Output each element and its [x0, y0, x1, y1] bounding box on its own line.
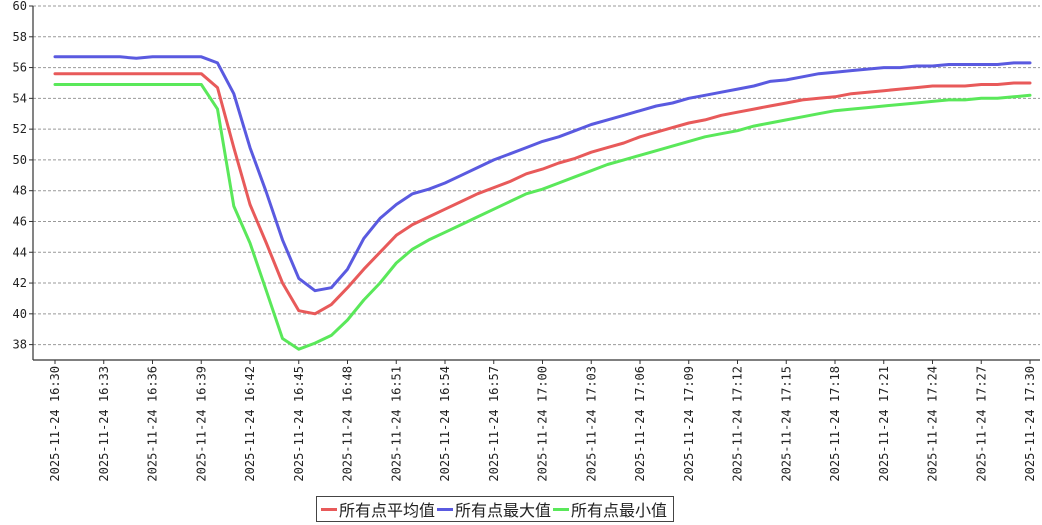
x-tick-label: 2025-11-24 17:06 [633, 366, 647, 482]
axes [29, 5, 1040, 364]
legend-label-average: 所有点平均值 [339, 501, 436, 520]
series-line-0 [53, 72, 1032, 316]
y-tick-label: 56 [13, 61, 27, 75]
legend: 所有点平均值 所有点最大值 所有点最小值 [316, 496, 675, 522]
y-tick-label: 50 [13, 153, 27, 167]
x-tick-label: 2025-11-24 16:57 [487, 366, 501, 482]
x-tick-label: 2025-11-24 17:24 [926, 366, 940, 482]
y-tick-label: 46 [13, 214, 27, 228]
legend-swatch-maximum [437, 507, 454, 511]
x-tick-label: 2025-11-24 17:27 [974, 366, 988, 482]
y-tick-label: 44 [13, 245, 27, 259]
x-tick-label: 2025-11-24 17:00 [536, 366, 550, 482]
y-tick-label: 48 [13, 184, 27, 198]
legend-swatch-minimum [553, 507, 570, 511]
x-tick-label: 2025-11-24 17:21 [877, 366, 891, 482]
x-tick-label: 2025-11-24 17:09 [682, 366, 696, 482]
series-lines [53, 55, 1032, 351]
x-tick-label: 2025-11-24 16:36 [146, 366, 160, 482]
grid-lines [33, 5, 1040, 346]
legend-item-average: 所有点平均值 [321, 497, 435, 521]
x-tick-label: 2025-11-24 16:48 [341, 366, 355, 482]
legend-item-maximum: 所有点最大值 [437, 497, 551, 521]
legend-swatch-average [321, 507, 337, 511]
series-line-2 [53, 83, 1032, 351]
legend-label-minimum: 所有点最小值 [571, 501, 668, 520]
x-tick-label: 2025-11-24 16:54 [438, 366, 452, 482]
y-tick-label: 42 [13, 276, 27, 290]
series-line-1 [53, 55, 1032, 293]
legend-item-minimum: 所有点最小值 [553, 497, 667, 521]
x-tick-label: 2025-11-24 16:30 [48, 366, 62, 482]
x-tick-labels: 2025-11-24 16:30 2025-11-24 16:33 2025-11-… [48, 366, 1037, 482]
x-tick-label: 2025-11-24 17:18 [828, 366, 842, 482]
x-tick-label: 2025-11-24 16:39 [194, 366, 208, 482]
legend-label-maximum: 所有点最大值 [455, 501, 552, 520]
y-tick-label: 38 [13, 338, 27, 352]
y-tick-labels: 38 40 42 44 46 48 50 52 54 56 58 60 [13, 0, 27, 352]
x-tick-label: 2025-11-24 17:12 [731, 366, 745, 482]
y-tick-label: 58 [13, 30, 27, 44]
y-tick-label: 52 [13, 122, 27, 136]
x-tick-label: 2025-11-24 17:03 [584, 366, 598, 482]
y-tick-label: 54 [13, 91, 27, 105]
x-tick-label: 2025-11-24 16:33 [97, 366, 111, 482]
x-tick-label: 2025-11-24 16:51 [389, 366, 403, 482]
x-tick-label: 2025-11-24 16:45 [292, 366, 306, 482]
x-tick-label: 2025-11-24 16:42 [243, 366, 257, 482]
x-tick-label: 2025-11-24 17:15 [779, 366, 793, 482]
x-tick-label: 2025-11-24 17:30 [1023, 366, 1037, 482]
y-tick-label: 40 [13, 307, 27, 321]
y-tick-label: 60 [13, 0, 27, 13]
